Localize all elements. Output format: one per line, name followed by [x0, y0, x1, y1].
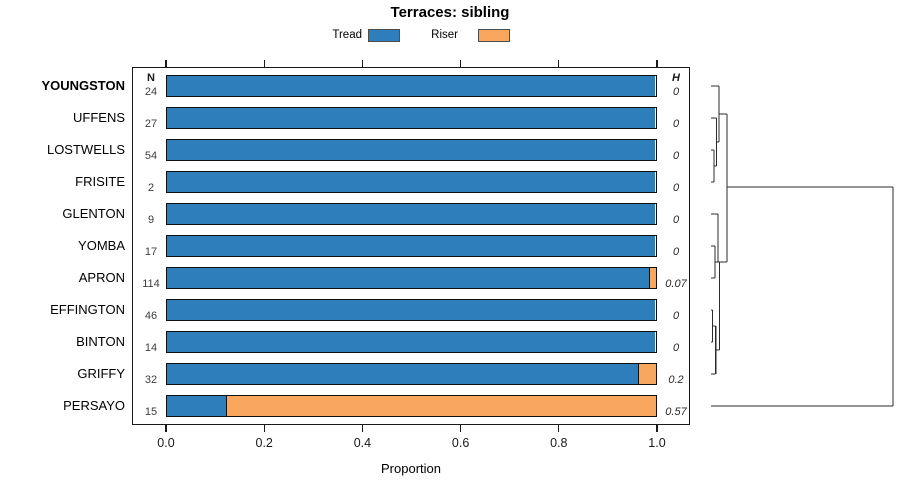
bar-segment-tread	[167, 204, 655, 224]
bar-segment-tread	[167, 396, 226, 416]
plot-frame	[132, 67, 690, 425]
x-tick-label: 0.2	[255, 436, 273, 450]
legend-label-tread: Tread	[332, 29, 362, 41]
h-value: 0	[672, 214, 680, 226]
x-tick-label: 1.0	[648, 436, 666, 450]
bar-segment-tread	[167, 332, 655, 352]
bar-segment-riser	[638, 364, 656, 384]
site-label: YOUNGSTON	[41, 78, 125, 93]
axis-tick-top	[460, 60, 462, 67]
bar-segment-tread	[167, 236, 655, 256]
legend-swatch-tread	[368, 29, 400, 42]
bar-segment-riser	[649, 268, 656, 288]
n-value: 27	[144, 118, 158, 130]
stacked-bar	[166, 235, 657, 257]
stacked-bar	[166, 363, 657, 385]
h-value: 0	[672, 150, 680, 162]
site-label: BINTON	[76, 334, 125, 349]
stacked-bar	[166, 331, 657, 353]
h-value: 0.2	[668, 374, 684, 386]
stacked-bar	[166, 107, 657, 129]
bar-segment-riser	[226, 396, 656, 416]
axis-tick-top	[263, 60, 265, 67]
stacked-bar	[166, 395, 657, 417]
stacked-bar	[166, 267, 657, 289]
site-label: YOMBA	[78, 238, 125, 253]
x-tick-label: 0.4	[353, 436, 372, 450]
n-value: 32	[144, 374, 158, 386]
h-value: 0	[672, 310, 680, 322]
site-label: EFFINGTON	[50, 302, 125, 317]
n-value: 17	[144, 246, 158, 258]
n-value: 15	[144, 406, 158, 418]
site-label: GLENTON	[62, 206, 125, 221]
axis-tick-bottom	[361, 425, 364, 432]
n-value: 54	[144, 150, 158, 162]
axis-tick-top	[165, 60, 167, 67]
n-value: 14	[144, 342, 158, 354]
h-value: 0.57	[665, 406, 687, 418]
axis-tick-bottom	[460, 425, 462, 432]
legend-swatch-riser	[478, 29, 510, 42]
stacked-bar	[166, 299, 657, 321]
bar-segment-tread	[167, 140, 655, 160]
x-tick-label: 0.8	[550, 436, 568, 450]
chart-title: Terraces: sibling	[390, 4, 510, 21]
bar-segment-tread	[167, 268, 649, 288]
stacked-bar	[166, 171, 657, 193]
axis-tick-bottom	[656, 425, 658, 432]
h-value: 0	[672, 342, 680, 354]
h-value: 0.07	[665, 278, 687, 290]
site-label: PERSAYO	[63, 398, 125, 413]
x-tick-label: 0.0	[157, 436, 175, 450]
bar-segment-tread	[167, 76, 655, 96]
legend-label-riser: Riser	[431, 29, 458, 41]
bar-segment-tread	[167, 172, 655, 192]
axis-tick-bottom	[263, 425, 265, 432]
n-value: 114	[142, 278, 160, 290]
site-label: LOSTWELLS	[46, 142, 125, 157]
n-value: 2	[147, 182, 155, 194]
axis-tick-top	[558, 60, 560, 67]
stacked-bar	[166, 139, 657, 161]
n-value: 24	[144, 86, 158, 98]
bar-segment-tread	[167, 364, 638, 384]
h-value: 0	[672, 118, 680, 130]
bar-segment-tread	[167, 108, 655, 128]
axis-tick-bottom	[558, 425, 560, 432]
n-column-header: N	[147, 72, 155, 84]
site-label: FRISITE	[75, 174, 125, 189]
x-axis-label: Proportion	[381, 461, 441, 476]
stacked-bar	[166, 75, 657, 97]
n-value: 9	[147, 214, 155, 226]
stacked-bar	[166, 203, 657, 225]
axis-tick-top	[656, 60, 658, 67]
h-value: 0	[672, 182, 680, 194]
site-label: APRON	[78, 270, 125, 285]
n-value: 46	[144, 310, 158, 322]
x-tick-label: 0.6	[451, 436, 470, 450]
h-value: 0	[672, 246, 680, 258]
h-value: 0	[672, 86, 680, 98]
bar-segment-tread	[167, 300, 655, 320]
site-label: UFFENS	[73, 110, 125, 125]
h-column-header: H	[672, 72, 680, 84]
axis-tick-bottom	[165, 425, 167, 432]
axis-tick-top	[361, 60, 364, 67]
site-label: GRIFFY	[77, 366, 125, 381]
